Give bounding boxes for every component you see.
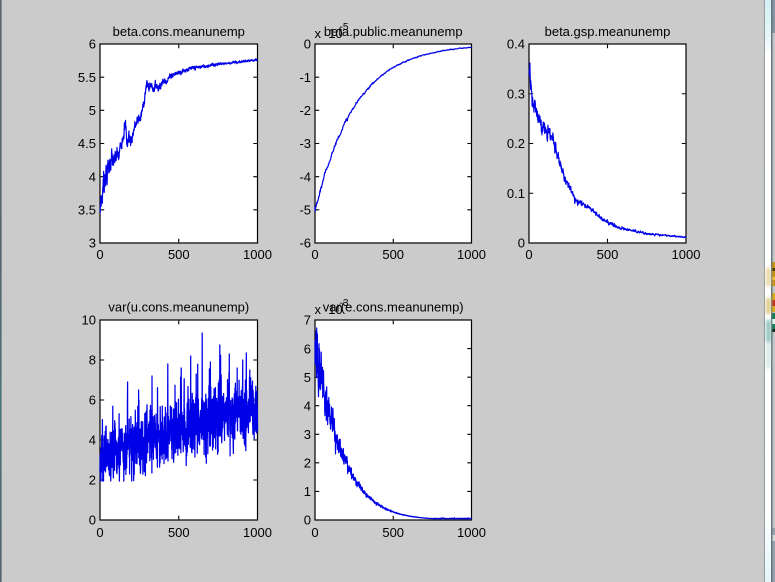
svg-text:6: 6: [304, 341, 311, 356]
svg-text:0: 0: [311, 247, 318, 262]
svg-text:-2: -2: [299, 103, 311, 118]
svg-text:8: 8: [89, 353, 96, 368]
svg-text:1000: 1000: [243, 247, 272, 262]
svg-text:3: 3: [89, 236, 96, 251]
svg-text:-4: -4: [299, 169, 311, 184]
svg-text:-3: -3: [299, 136, 311, 151]
svg-text:x: x: [315, 302, 322, 317]
svg-text:1000: 1000: [457, 247, 486, 262]
svg-text:-3: -3: [340, 298, 349, 309]
svg-text:10: 10: [328, 26, 342, 41]
svg-text:-1: -1: [299, 70, 311, 85]
svg-text:x: x: [315, 26, 322, 41]
svg-text:1000: 1000: [457, 525, 486, 540]
svg-text:0: 0: [304, 513, 311, 528]
svg-text:4: 4: [89, 433, 96, 448]
svg-text:0: 0: [96, 247, 103, 262]
svg-text:-5: -5: [299, 203, 311, 218]
svg-text:5.5: 5.5: [78, 70, 96, 85]
svg-text:0.2: 0.2: [507, 136, 525, 151]
svg-text:6: 6: [89, 37, 96, 52]
svg-text:0: 0: [304, 37, 311, 52]
svg-text:0: 0: [96, 525, 103, 540]
svg-text:beta.gsp.meanunemp: beta.gsp.meanunemp: [545, 24, 671, 39]
svg-text:5: 5: [89, 103, 96, 118]
svg-text:4.5: 4.5: [78, 136, 96, 151]
svg-text:3.5: 3.5: [78, 203, 96, 218]
svg-text:var(e.cons.meanunemp): var(e.cons.meanunemp): [323, 300, 464, 315]
svg-text:0.3: 0.3: [507, 86, 525, 101]
svg-text:beta.public.meanunemp: beta.public.meanunemp: [324, 24, 463, 39]
svg-text:500: 500: [168, 247, 190, 262]
svg-text:7: 7: [304, 313, 311, 328]
svg-text:500: 500: [168, 525, 190, 540]
svg-text:10: 10: [82, 313, 96, 328]
svg-text:10: 10: [328, 302, 342, 317]
svg-text:0: 0: [89, 513, 96, 528]
svg-text:2: 2: [304, 456, 311, 471]
svg-text:0.1: 0.1: [507, 186, 525, 201]
svg-text:-6: -6: [299, 236, 311, 251]
svg-text:beta.cons.meanunemp: beta.cons.meanunemp: [113, 24, 245, 39]
svg-text:2: 2: [89, 473, 96, 488]
svg-text:0: 0: [311, 525, 318, 540]
svg-text:500: 500: [382, 525, 404, 540]
svg-text:-5: -5: [340, 22, 349, 33]
svg-text:0: 0: [518, 236, 525, 251]
svg-text:500: 500: [597, 247, 619, 262]
svg-text:0: 0: [525, 247, 532, 262]
svg-text:1: 1: [304, 484, 311, 499]
svg-text:4: 4: [304, 398, 311, 413]
svg-text:4: 4: [89, 169, 96, 184]
svg-text:6: 6: [89, 393, 96, 408]
svg-text:5: 5: [304, 370, 311, 385]
svg-text:var(u.cons.meanunemp): var(u.cons.meanunemp): [108, 300, 249, 315]
svg-text:0.4: 0.4: [507, 37, 525, 52]
svg-text:1000: 1000: [672, 247, 701, 262]
svg-text:500: 500: [382, 247, 404, 262]
svg-text:3: 3: [304, 427, 311, 442]
svg-text:1000: 1000: [243, 525, 272, 540]
